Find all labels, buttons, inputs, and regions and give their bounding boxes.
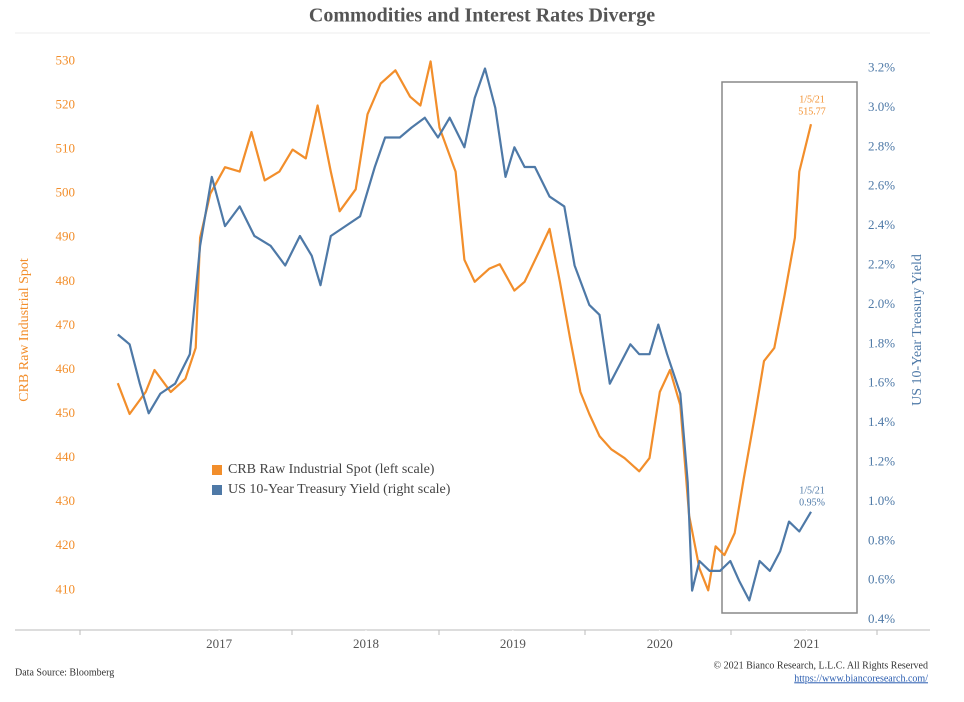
- y-tick-label: 500: [56, 185, 76, 200]
- y-tick-label: 480: [56, 273, 76, 288]
- url[interactable]: https://www.biancoresearch.com/: [794, 673, 928, 684]
- x-tick-label: 2018: [353, 636, 379, 651]
- copyright: © 2021 Bianco Research, L.L.C. All Right…: [713, 660, 928, 671]
- y-axis-title: CRB Raw Industrial Spot: [17, 258, 32, 402]
- y-tick-label: 520: [56, 97, 76, 112]
- y-tick-label: 530: [56, 52, 76, 67]
- series-line: [116, 60, 813, 592]
- series-line: [117, 67, 812, 602]
- y2-tick-label: 1.0%: [868, 493, 895, 508]
- y2-tick-label: 0.6%: [868, 572, 895, 587]
- y2-tick-label: 1.6%: [868, 375, 895, 390]
- annotation: 515.77: [798, 106, 826, 117]
- y-tick-label: 430: [56, 493, 76, 508]
- y-tick-label: 460: [56, 361, 76, 376]
- legend-swatch: [212, 485, 222, 495]
- y-tick-label: 440: [56, 449, 76, 464]
- annotation: 1/5/21: [799, 94, 825, 105]
- y-tick-label: 510: [56, 141, 76, 156]
- y2-tick-label: 1.4%: [868, 414, 895, 429]
- y-tick-label: 450: [56, 405, 76, 420]
- y-tick-label: 490: [56, 229, 76, 244]
- annotation: 1/5/21: [799, 485, 825, 496]
- highlight-box: [721, 81, 858, 614]
- y2-tick-label: 1.8%: [868, 335, 895, 350]
- legend-label: US 10-Year Treasury Yield (right scale): [228, 482, 451, 497]
- y2-tick-label: 3.2%: [868, 59, 895, 74]
- source: Data Source: Bloomberg: [15, 667, 114, 678]
- x-tick-label: 2017: [206, 636, 233, 651]
- legend-swatch: [212, 465, 222, 475]
- y2-tick-label: 2.4%: [868, 217, 895, 232]
- legend-label: CRB Raw Industrial Spot (left scale): [228, 462, 435, 477]
- y2-tick-label: 2.0%: [868, 296, 895, 311]
- y2-tick-label: 0.4%: [868, 611, 895, 626]
- y2-tick-label: 1.2%: [868, 454, 895, 469]
- y2-tick-label: 2.8%: [868, 138, 895, 153]
- y2-tick-label: 2.2%: [868, 256, 895, 271]
- y2-tick-label: 3.0%: [868, 99, 895, 114]
- y-tick-label: 420: [56, 537, 76, 552]
- x-tick-label: 2019: [500, 636, 526, 651]
- x-tick-label: 2020: [647, 636, 673, 651]
- y-tick-label: 410: [56, 581, 76, 596]
- y-tick-label: 470: [56, 317, 76, 332]
- y2-tick-label: 0.8%: [868, 532, 895, 547]
- y2-tick-label: 2.6%: [868, 178, 895, 193]
- y2-axis-title: US 10-Year Treasury Yield: [910, 254, 925, 406]
- annotation: 0.95%: [799, 497, 825, 508]
- chart-title: Commodities and Interest Rates Diverge: [309, 5, 655, 27]
- x-tick-label: 2021: [794, 636, 820, 651]
